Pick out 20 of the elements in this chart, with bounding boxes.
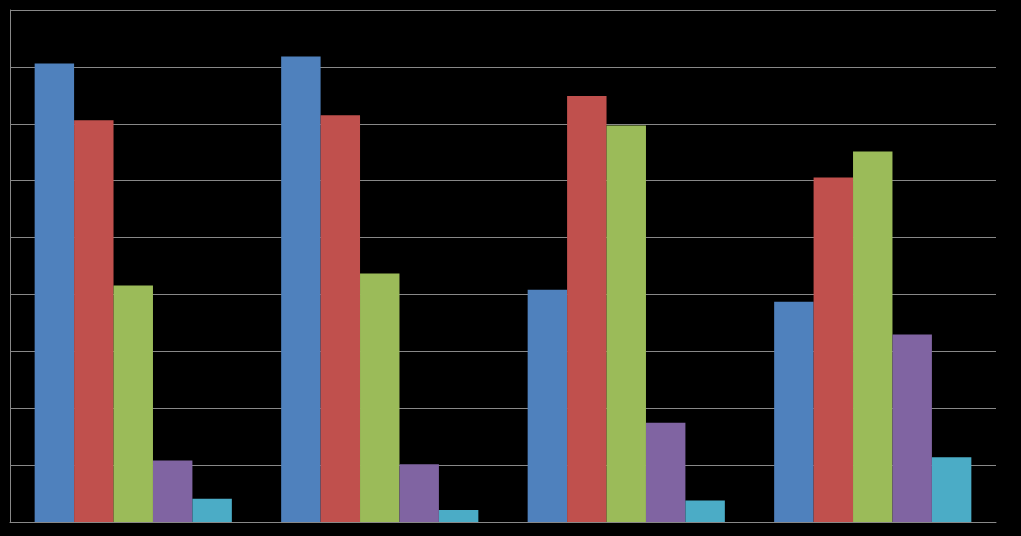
bar <box>685 500 725 522</box>
bar <box>645 422 686 522</box>
bar <box>320 115 361 522</box>
bar <box>774 301 814 522</box>
bar <box>438 509 479 522</box>
bar <box>152 460 193 522</box>
bar <box>853 151 893 522</box>
bar <box>606 125 646 522</box>
bar <box>34 63 75 522</box>
bar <box>281 56 321 522</box>
bar <box>813 177 854 522</box>
bar <box>892 334 932 522</box>
bar <box>192 498 232 522</box>
bar <box>399 464 439 522</box>
bar <box>567 96 607 522</box>
bar <box>931 457 972 522</box>
bar <box>527 289 568 522</box>
bar <box>74 120 114 522</box>
bar <box>113 285 153 522</box>
bar <box>360 273 400 522</box>
